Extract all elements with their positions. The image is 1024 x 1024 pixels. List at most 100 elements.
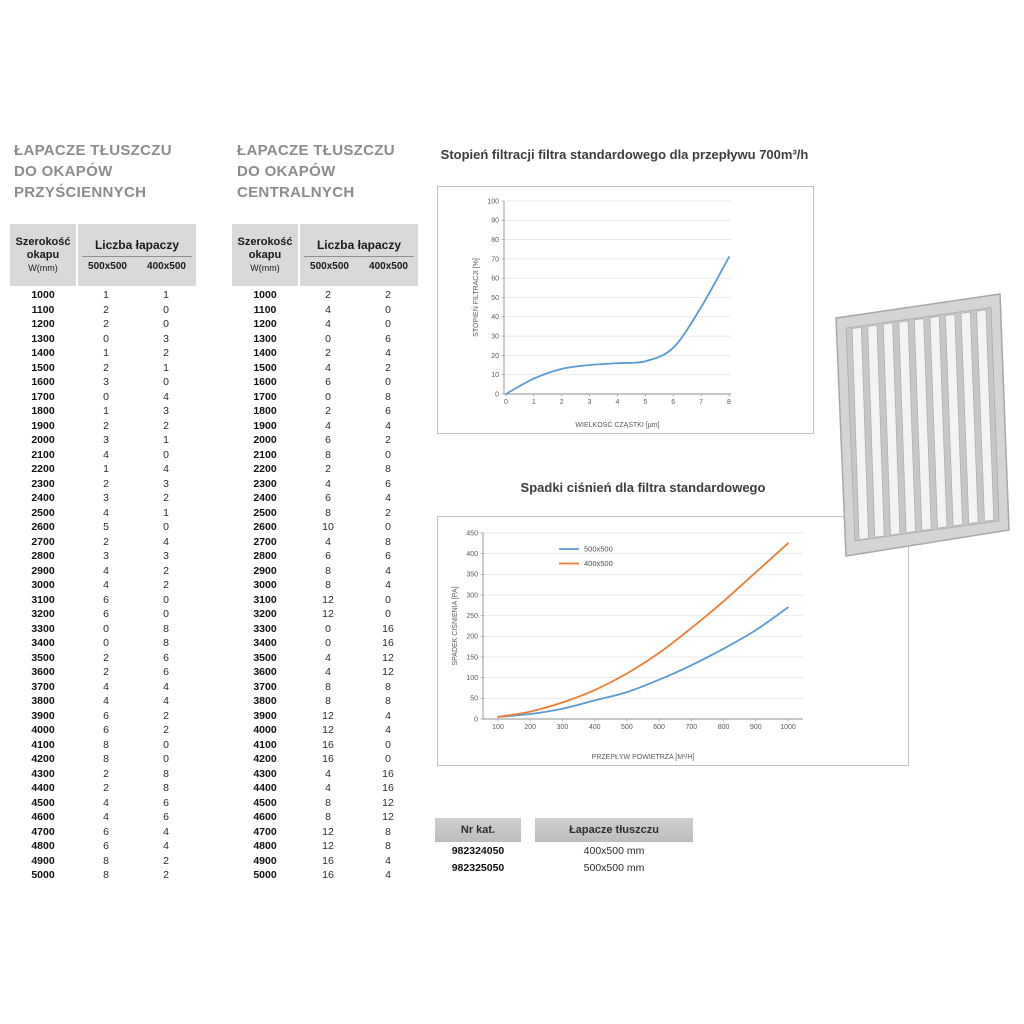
- table-row: 2100 4 0: [10, 448, 196, 463]
- filter-count-value: 8: [103, 738, 109, 751]
- hood-width-value: 4400: [253, 782, 277, 794]
- filter-count-value: 8: [103, 753, 109, 765]
- hood-width-value: 1000: [31, 289, 55, 301]
- filter-count-value: 2: [163, 724, 169, 736]
- svg-text:200: 200: [466, 634, 478, 641]
- filter-count-value: 2: [103, 419, 109, 432]
- filter-count-value: 6: [103, 593, 109, 606]
- hood-width-value: 3400: [253, 637, 277, 649]
- filter-count-value: 6: [163, 651, 169, 664]
- hood-width-value: 3900: [253, 709, 277, 722]
- title-line: PRZYŚCIENNYCH: [14, 184, 147, 201]
- filter-count-value: 6: [325, 376, 331, 388]
- width-column-header: Szerokość okapu W(mm): [10, 224, 76, 286]
- table-row: 1100 2 0: [10, 303, 196, 318]
- hood-width-value: 2800: [253, 550, 277, 562]
- filter-count-value: 16: [322, 738, 334, 751]
- hood-width-value: 3100: [31, 593, 55, 606]
- pressure-chart-svg: 0 50 100 150 200 250 300 350 400 450 100 200 300 400 5…: [450, 530, 803, 761]
- table-row: 4200 8 0: [10, 752, 196, 767]
- filter-count-value: 2: [325, 347, 331, 359]
- filter-count-value: 12: [322, 825, 334, 838]
- svg-text:400: 400: [589, 724, 601, 731]
- hood-width-value: 1100: [31, 303, 55, 316]
- hood-width-value: 2300: [253, 477, 277, 490]
- hood-width-value: 3800: [31, 695, 55, 707]
- svg-text:60: 60: [491, 276, 499, 283]
- hood-width-value: 2300: [31, 477, 55, 490]
- hood-width-value: 3300: [31, 622, 55, 635]
- size-500x500-header: 500x500: [310, 261, 349, 272]
- svg-text:50: 50: [491, 295, 499, 302]
- hood-width-value: 4700: [31, 825, 55, 838]
- filter-count-value: 12: [322, 593, 334, 606]
- filter-count-value: 3: [163, 477, 169, 490]
- filtration-chart-svg: 0 10 20 30 40 50 60 70 80 90 100 0 1 2 3 4 5 6 7 8 WIELKOŚĆ …: [471, 198, 731, 429]
- hood-width-value: 4800: [31, 840, 55, 852]
- table-row: 1700 0 4: [10, 390, 196, 405]
- catalog-size: 400x500 mm: [583, 845, 645, 857]
- catalog-header: Nr kat. Łapacze tłuszczu: [435, 818, 693, 842]
- filter-count-value: 0: [385, 376, 391, 388]
- filter-count-value: 4: [385, 564, 391, 577]
- table-row: 4900 16 4: [232, 854, 418, 869]
- filter-count-value: 4: [163, 680, 169, 693]
- hood-width-value: 4500: [253, 796, 277, 809]
- grease-filter-photo: [826, 284, 1016, 569]
- filter-count-value: 6: [385, 550, 391, 562]
- filter-count-value: 0: [385, 593, 391, 606]
- hood-width-value: 2800: [31, 550, 55, 562]
- hood-width-value: 1600: [253, 376, 277, 388]
- svg-text:150: 150: [466, 654, 478, 661]
- svg-text:100: 100: [466, 675, 478, 682]
- hood-width-value: 1700: [253, 390, 277, 403]
- filtration-chart: 0 10 20 30 40 50 60 70 80 90 100 0 1 2 3 4 5 6 7 8 WIELKOŚĆ …: [437, 186, 814, 434]
- filter-count-value: 2: [103, 361, 109, 374]
- size-400x500-header: 400x500: [147, 261, 186, 272]
- filter-count-value: 0: [385, 753, 391, 765]
- filter-count-value: 8: [385, 535, 391, 548]
- filter-count-value: 2: [385, 361, 391, 374]
- table-row: 2900 4 2: [10, 564, 196, 579]
- table-row: 2500 8 2: [232, 506, 418, 521]
- filter-count-value: 2: [163, 869, 169, 881]
- filter-count-value: 4: [385, 419, 391, 432]
- filter-count-value: 4: [325, 477, 331, 490]
- filter-count-value: 4: [103, 506, 109, 519]
- filter-count-value: 6: [385, 477, 391, 490]
- table-row: 3900 12 4: [232, 709, 418, 724]
- filter-count-value: 2: [103, 535, 109, 548]
- filter-count-value: 0: [325, 390, 331, 403]
- svg-text:80: 80: [491, 237, 499, 244]
- table-row: 3400 0 16: [232, 636, 418, 651]
- table-row: 2000 6 2: [232, 433, 418, 448]
- pressure-chart: 0 50 100 150 200 250 300 350 400 450 100 200 300 400 5…: [437, 516, 909, 766]
- hood-width-value: 4200: [253, 753, 277, 765]
- filter-count-value: 4: [163, 463, 169, 475]
- svg-text:100: 100: [492, 724, 504, 731]
- filter-count-value: 12: [322, 709, 334, 722]
- filter-count-value: 4: [325, 767, 331, 780]
- filter-count-value: 0: [385, 608, 391, 620]
- hood-width-value: 2600: [31, 521, 55, 533]
- table-row: 2500 4 1: [10, 506, 196, 521]
- filter-count-value: 4: [325, 535, 331, 548]
- svg-text:50: 50: [470, 696, 478, 703]
- size-subheaders: 500x500 400x500: [78, 257, 196, 274]
- filter-count-value: 4: [163, 840, 169, 852]
- table-row: 4300 2 8: [10, 767, 196, 782]
- hood-width-value: 1900: [253, 419, 277, 432]
- filter-count-value: 4: [163, 825, 169, 838]
- header-gap: [521, 818, 535, 842]
- filter-count-value: 6: [103, 724, 109, 736]
- filter-count-value: 2: [385, 506, 391, 519]
- table-row: 1900 2 2: [10, 419, 196, 434]
- central-table-body: 1000 2 2 1100 4 0 1200 4 0 1300 0 6 1400 2 4 1500 4 2 1600…: [232, 288, 418, 883]
- svg-text:300: 300: [557, 724, 569, 731]
- hood-width-value: 2400: [253, 492, 277, 504]
- filter-count-value: 4: [103, 579, 109, 591]
- table-row: 2900 8 4: [232, 564, 418, 579]
- count-label: Liczba łapaczy: [82, 236, 192, 257]
- catalog-number: 982325050: [451, 862, 505, 874]
